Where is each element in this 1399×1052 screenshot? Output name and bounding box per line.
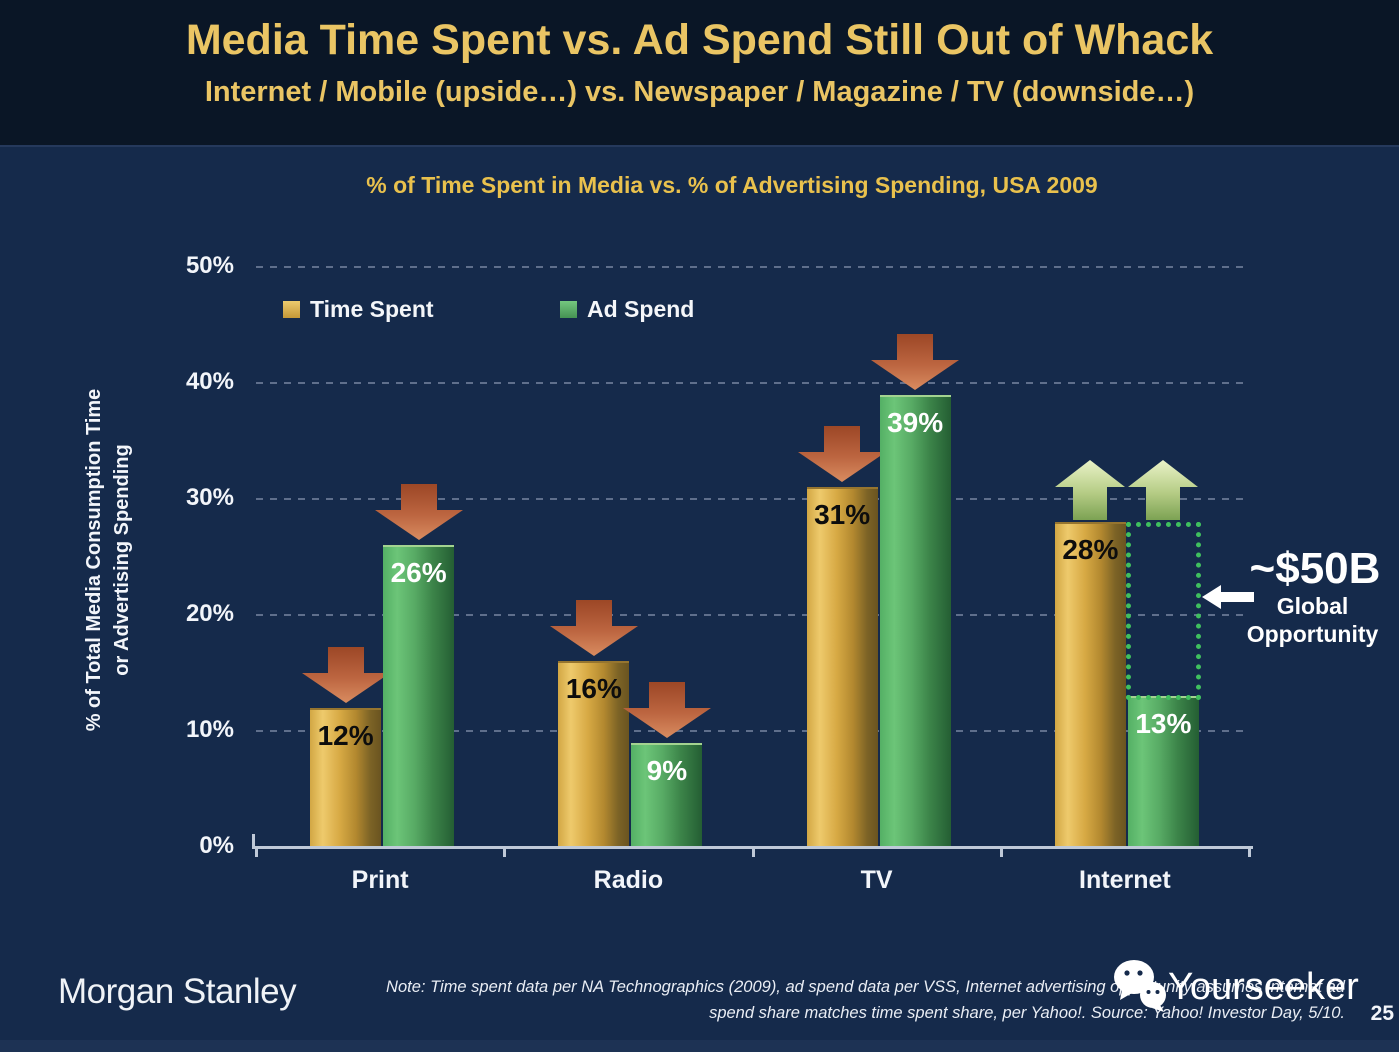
bar-print-gold bbox=[310, 707, 382, 846]
source-note: Note: Time spent data per NA Technograph… bbox=[300, 974, 1345, 1026]
x-axis-tick bbox=[1248, 848, 1251, 857]
bar-value-label: 16% bbox=[565, 673, 622, 705]
x-axis-tick bbox=[999, 848, 1003, 857]
bar-value-label: 12% bbox=[317, 719, 374, 751]
down-arrow-icon bbox=[871, 333, 960, 390]
slide-title: Media Time Spent vs. Ad Spend Still Out … bbox=[185, 16, 1214, 64]
bar-value-label: 39% bbox=[887, 406, 944, 438]
x-axis-tick bbox=[255, 848, 258, 857]
bar-internet-gold bbox=[1054, 522, 1126, 846]
x-axis-tick bbox=[751, 848, 755, 857]
left-arrow-icon bbox=[1202, 585, 1254, 609]
gridline-30% bbox=[256, 498, 1249, 500]
wechat-icon bbox=[1114, 960, 1166, 1012]
down-arrow-icon bbox=[374, 484, 463, 541]
legend-label: Time Spent bbox=[310, 296, 434, 322]
y-tick-label: 50% bbox=[185, 252, 234, 279]
y-tick-label: 30% bbox=[185, 484, 234, 511]
opportunity-value: ~$50B bbox=[1249, 544, 1381, 593]
source-note-line1: Note: Time spent data per NA Technograph… bbox=[386, 978, 1345, 996]
bar-internet-green bbox=[1127, 696, 1199, 846]
down-arrow-icon bbox=[798, 426, 887, 483]
up-arrow-icon bbox=[1055, 460, 1126, 521]
x-axis-category-label-tv: TV bbox=[860, 866, 893, 894]
x-axis-left-stub bbox=[252, 834, 255, 846]
chart-title: % of Time Spent in Media vs. % of Advert… bbox=[366, 172, 1098, 198]
opportunity-label-line2: Opportunity bbox=[1246, 621, 1379, 647]
opportunity-label-line1: Global bbox=[1276, 593, 1349, 619]
legend-swatch-gold bbox=[283, 301, 300, 318]
opportunity-gap-box bbox=[1125, 522, 1201, 701]
gridline-10% bbox=[256, 730, 1249, 732]
y-tick-label: 20% bbox=[185, 600, 234, 627]
y-tick-label: 0% bbox=[199, 832, 234, 859]
source-note-line2: spend share matches time spent share, pe… bbox=[709, 1004, 1345, 1022]
down-arrow-icon bbox=[622, 681, 711, 738]
bar-value-label: 9% bbox=[646, 754, 688, 786]
up-arrow-icon bbox=[1128, 460, 1199, 521]
x-axis-tick bbox=[503, 848, 507, 857]
bar-value-label: 13% bbox=[1135, 708, 1192, 740]
down-arrow-icon bbox=[549, 600, 638, 657]
bar-print-green bbox=[383, 545, 455, 846]
bar-value-label: 31% bbox=[814, 499, 871, 531]
legend-item-green: Ad Spend bbox=[560, 296, 694, 323]
watermark: Yourseeker bbox=[1168, 966, 1359, 1008]
legend-label: Ad Spend bbox=[587, 296, 695, 322]
down-arrow-icon bbox=[301, 646, 390, 703]
gridline-40% bbox=[256, 382, 1249, 384]
bottom-strip bbox=[0, 1040, 1399, 1052]
slide-subtitle: Internet / Mobile (upside…) vs. Newspape… bbox=[204, 76, 1195, 108]
bar-radio-green bbox=[631, 742, 703, 846]
bar-radio-gold bbox=[558, 661, 630, 846]
x-axis-category-label-internet: Internet bbox=[1079, 866, 1171, 894]
page-number: 25 bbox=[1370, 1002, 1394, 1025]
y-tick-label: 10% bbox=[185, 716, 234, 743]
gridline-50% bbox=[256, 266, 1249, 268]
legend-swatch-green bbox=[560, 301, 577, 318]
x-axis-category-label-print: Print bbox=[351, 866, 409, 894]
bar-value-label: 26% bbox=[390, 557, 447, 589]
gridline-20% bbox=[256, 614, 1249, 616]
x-axis-category-label-radio: Radio bbox=[593, 866, 664, 894]
y-tick-label: 40% bbox=[185, 368, 234, 395]
header-band bbox=[0, 0, 1399, 147]
legend-item-gold: Time Spent bbox=[283, 296, 434, 323]
x-axis-line bbox=[252, 846, 1253, 849]
bar-tv-gold bbox=[806, 487, 878, 846]
bar-tv-green bbox=[879, 394, 951, 846]
bar-value-label: 28% bbox=[1062, 534, 1119, 566]
morgan-stanley-logo: Morgan Stanley bbox=[58, 972, 297, 1011]
